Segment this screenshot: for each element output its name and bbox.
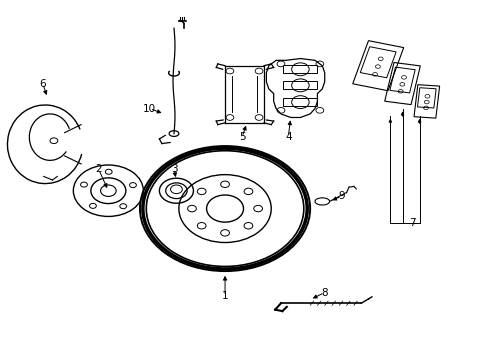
Text: 2: 2 xyxy=(95,164,102,174)
Text: 9: 9 xyxy=(338,191,345,201)
Text: 3: 3 xyxy=(170,164,177,174)
Text: 8: 8 xyxy=(321,288,327,297)
Text: 4: 4 xyxy=(285,132,291,142)
Text: 1: 1 xyxy=(221,291,228,301)
Text: 5: 5 xyxy=(238,132,245,142)
Text: 10: 10 xyxy=(143,104,156,113)
Text: 7: 7 xyxy=(408,218,415,228)
Text: 6: 6 xyxy=(40,78,46,89)
